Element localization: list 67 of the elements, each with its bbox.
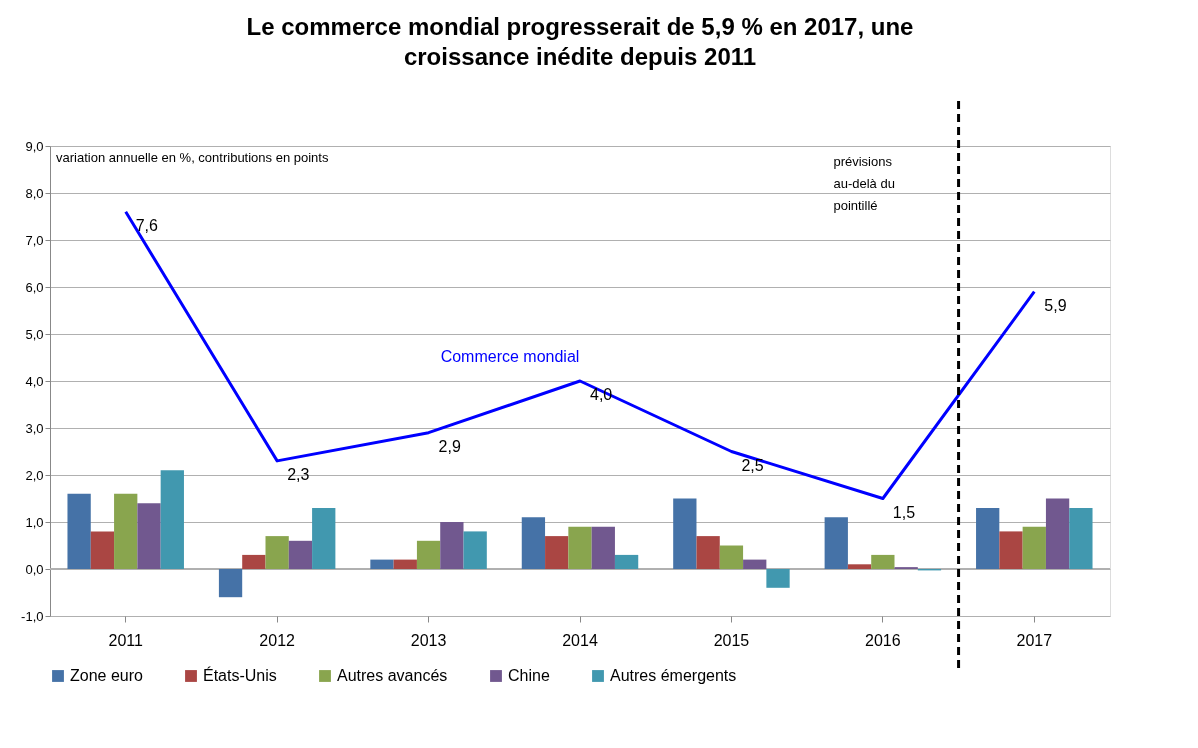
legend-label: États-Unis	[203, 666, 277, 684]
y-tick-label: 4,0	[25, 373, 44, 389]
bar	[242, 554, 266, 569]
bar	[545, 536, 569, 569]
bar	[614, 554, 639, 569]
annotation: prévisions au-delà du pointillé	[833, 154, 895, 213]
y-tick-label: 8,0	[25, 185, 44, 201]
y-tick-label: 2,0	[25, 467, 44, 483]
bar	[370, 559, 394, 569]
bar	[696, 536, 720, 569]
bar	[1022, 526, 1046, 569]
bar	[591, 526, 615, 569]
bar	[67, 493, 91, 569]
bar	[521, 517, 546, 569]
data-label: 5,9	[1044, 296, 1067, 314]
x-tick-label: 2013	[410, 631, 447, 649]
bar	[673, 498, 697, 569]
legend-label: Autres émergents	[610, 667, 737, 684]
bar	[743, 559, 767, 569]
chart-title: Le commerce mondial progresserait de 5,9 % en 2017, une croissance inédite depuis 2011	[246, 12, 914, 70]
bar	[312, 507, 336, 569]
y-tick-label: 3,0	[25, 420, 44, 436]
y-tick-label: -1,0	[21, 608, 44, 624]
x-tick-label: 2011	[108, 631, 144, 649]
y-tick-label: 0,0	[25, 561, 44, 577]
bar	[1069, 507, 1093, 569]
bar	[393, 559, 417, 569]
bar	[847, 564, 872, 569]
y-tick-label: 5,0	[25, 326, 44, 342]
bar	[999, 531, 1023, 569]
bar	[824, 517, 848, 569]
bar	[160, 470, 184, 569]
x-tick-label: 2016	[865, 631, 901, 649]
legend-label: Zone euro	[70, 667, 144, 684]
legend-label: Chine	[508, 667, 550, 684]
annotation: variation annuelle en %, contributions en points	[56, 150, 329, 165]
data-label: 1,5	[892, 503, 916, 521]
bar	[416, 540, 441, 569]
data-label: 2,9	[438, 437, 461, 455]
bar	[871, 554, 895, 569]
series-label: Commerce mondial	[440, 348, 580, 365]
data-label: 7,6	[135, 216, 159, 234]
bar	[288, 540, 313, 569]
x-tick-label: 2015	[713, 631, 750, 649]
data-label: 2,5	[741, 456, 764, 474]
bar	[568, 526, 592, 569]
x-tick-label: 2017	[1016, 631, 1053, 649]
y-tick-label: 9,0	[25, 138, 44, 154]
bar	[137, 503, 161, 569]
bar	[1045, 498, 1070, 569]
bar	[114, 493, 138, 569]
bar	[265, 536, 289, 569]
bar	[976, 507, 1000, 569]
y-tick-label: 7,0	[25, 232, 44, 248]
bar	[463, 531, 487, 569]
x-tick-label: 2012	[259, 631, 296, 649]
bar	[90, 531, 115, 569]
data-label: 4,0	[590, 386, 613, 403]
data-label: 2,3	[287, 465, 310, 483]
y-tick-label: 1,0	[25, 514, 44, 530]
bar	[766, 569, 790, 588]
y-tick-label: 6,0	[25, 279, 44, 295]
legend-label: Autres avancés	[337, 667, 448, 684]
bar	[218, 569, 243, 598]
bar	[719, 545, 744, 569]
x-tick-label: 2014	[562, 631, 598, 649]
bar	[440, 522, 464, 569]
